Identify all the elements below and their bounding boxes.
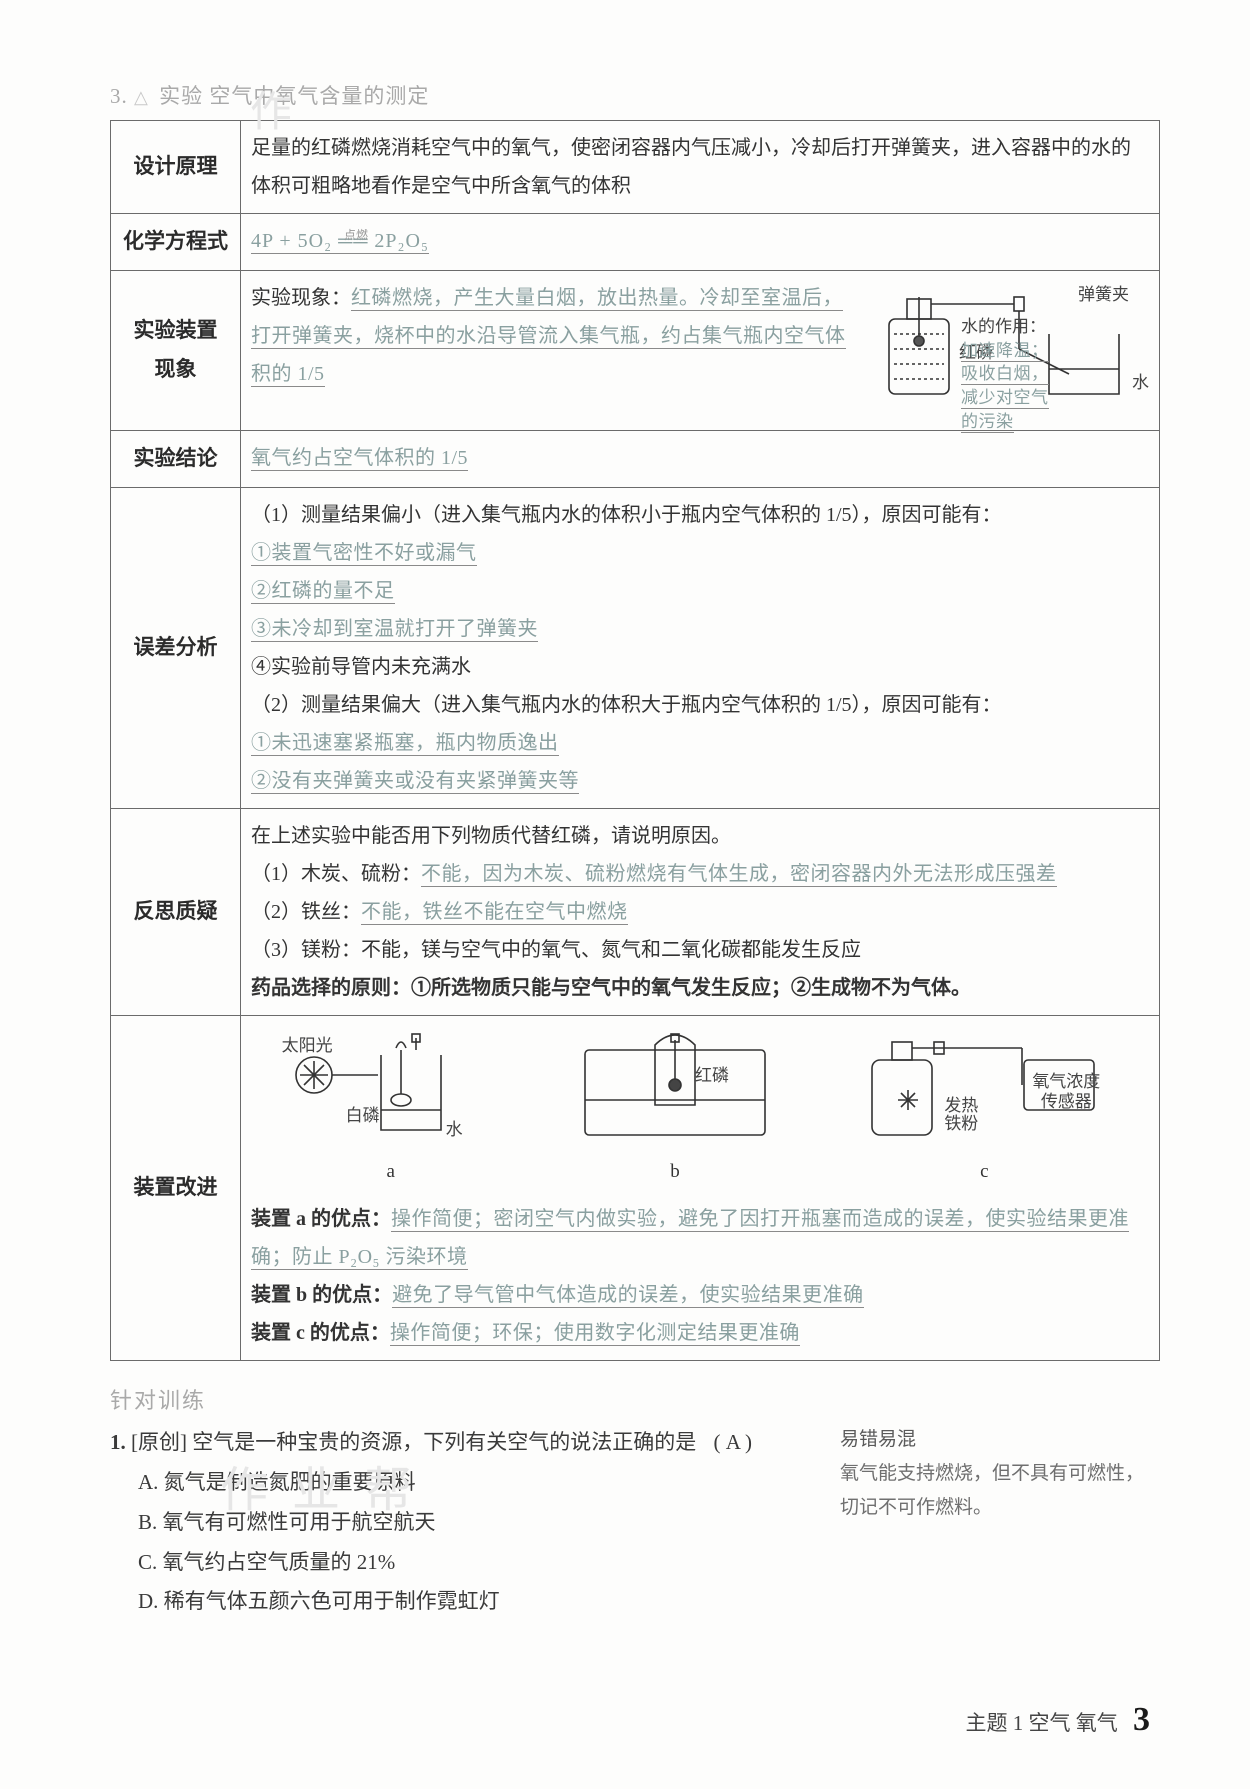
- reflect-lead: 在上述实验中能否用下列物质代替红磷，请说明原因。: [251, 817, 1149, 855]
- error-body: （1）测量结果偏小（进入集气瓶内水的体积小于瓶内空气体积的 1/5），原因可能有…: [241, 487, 1160, 808]
- lbl-sun: 太阳光: [282, 1030, 333, 1062]
- water-role-fill: 加速降温；吸收白烟，减少对空气的污染: [961, 341, 1049, 433]
- err-p2-1: ①未迅速塞紧瓶塞，瓶内物质逸出: [251, 732, 559, 756]
- reflect-body: 在上述实验中能否用下列物质代替红磷，请说明原因。 （1）木炭、硫粉：不能，因为木…: [241, 808, 1160, 1015]
- err-p2-2: ②没有夹弹簧夹或没有夹紧弹簧夹等: [251, 770, 579, 794]
- apparatus-diagram: 弹簧夹 红磷 水 水的作用：加速降温；吸收白烟，减少对空气的污染: [869, 279, 1149, 422]
- err-p1-2: ②红磷的量不足: [251, 580, 395, 604]
- lbl-iron: 铁粉: [944, 1108, 978, 1140]
- experiment-table: 设计原理 足量的红磷燃烧消耗空气中的氧气，使密闭容器内气压减小，冷却后打开弹簧夹…: [110, 120, 1160, 1361]
- row-head-apparatus: 实验装置 现象: [111, 270, 241, 430]
- row-head-equation: 化学方程式: [111, 214, 241, 271]
- device-c: 发热 铁粉 氧气浓度 传感器 c: [854, 1030, 1114, 1190]
- principle-body: 足量的红磷燃烧消耗空气中的氧气，使密闭容器内气压减小，冷却后打开弹簧夹，进入容器…: [241, 121, 1160, 214]
- question-1: 1. [原创] 空气是一种宝贵的资源，下列有关空气的说法正确的是 ( A ) A…: [110, 1423, 1160, 1622]
- row-head-error: 误差分析: [111, 487, 241, 808]
- q1-num: 1.: [110, 1430, 126, 1454]
- device-c-letter: c: [854, 1154, 1114, 1190]
- reflect-i2-fill: 不能，铁丝不能在空气中燃烧: [361, 901, 628, 925]
- adv-c-lead: 装置 c 的优点：: [251, 1322, 390, 1344]
- equation-cond: 点燃: [344, 228, 368, 242]
- water-role-lead: 水的作用：: [961, 317, 1046, 336]
- practice-heading: 针对训练: [110, 1383, 1160, 1415]
- section-label: 实验 空气中氧气含量的测定: [159, 84, 429, 108]
- q1-opt-c: C. 氧气约占空气质量的 21%: [138, 1543, 814, 1583]
- section-heading: 3. △ 实验 空气中氧气含量的测定: [110, 80, 1160, 110]
- label-water: 水: [1132, 367, 1149, 399]
- q1-opt-b: B. 氧气有可燃性可用于航空航天: [138, 1503, 814, 1543]
- lbl-whitep: 白磷: [346, 1100, 380, 1132]
- err-p1-3: ③未冷却到室温就打开了弹簧夹: [251, 618, 538, 642]
- apparatus-body: 实验现象：红磷燃烧，产生大量白烟，放出热量。冷却至室温后，打开弹簧夹，烧杯中的水…: [241, 270, 1160, 430]
- device-b: 红磷 b: [565, 1030, 785, 1190]
- reflect-i2-lead: （2）铁丝：: [251, 901, 361, 923]
- device-a: 太阳光 白磷 水 a: [286, 1030, 496, 1190]
- device-b-letter: b: [565, 1154, 785, 1190]
- conclusion-fill: 氧气约占空气体积的 1/5: [251, 447, 468, 471]
- err-p1-lead: （1）测量结果偏小（进入集气瓶内水的体积小于瓶内空气体积的 1/5），原因可能有…: [251, 496, 1149, 534]
- q1-opt-d: D. 稀有气体五颜六色可用于制作霓虹灯: [138, 1582, 814, 1622]
- tip-head: 易错易混: [840, 1423, 1160, 1457]
- q1-src: [原创]: [131, 1430, 187, 1454]
- lbl-water-a: 水: [446, 1114, 463, 1146]
- err-p1-1: ①装置气密性不好或漏气: [251, 542, 477, 566]
- err-p2-lead: （2）测量结果偏大（进入集气瓶内水的体积大于瓶内空气体积的 1/5），原因可能有…: [251, 686, 1149, 724]
- reflect-i3: （3）镁粉：不能，镁与空气中的氧气、氮气和二氧化碳都能发生反应: [251, 931, 1149, 969]
- equation-body: 4P + 5O₂ ══ 2P₂O₅ 点燃: [241, 214, 1160, 271]
- adv-a-lead: 装置 a 的优点：: [251, 1208, 391, 1230]
- adv-b-fill: 避免了导气管中气体造成的误差，使实验结果更准确: [392, 1284, 864, 1308]
- reflect-i1-lead: （1）木炭、硫粉：: [251, 863, 421, 885]
- flask-icon: △: [134, 87, 149, 108]
- row-head-reflect: 反思质疑: [111, 808, 241, 1015]
- page-number: 3: [1133, 1701, 1150, 1738]
- tip-box: 易错易混 氧气能支持燃烧，但不具有可燃性，切记不可作燃料。: [840, 1423, 1160, 1622]
- row-head-improve: 装置改进: [111, 1015, 241, 1360]
- equation-fill: 4P + 5O₂ ══ 2P₂O₅: [251, 230, 429, 254]
- device-a-letter: a: [286, 1154, 496, 1190]
- q1-opt-a: A. 氮气是制造氮肥的重要原料: [138, 1463, 814, 1503]
- adv-c-fill: 操作简便；环保；使用数字化测定结果更准确: [390, 1322, 800, 1346]
- q1-answer: ( A ): [714, 1430, 753, 1454]
- footer-theme: 主题 1 空气 氧气: [966, 1711, 1118, 1735]
- section-number: 3.: [110, 84, 128, 108]
- label-clip: 弹簧夹: [1078, 279, 1129, 311]
- improve-body: 太阳光 白磷 水 a: [241, 1015, 1160, 1360]
- lbl-sensor: 氧气浓度 传感器: [1032, 1072, 1100, 1113]
- row-head-principle: 设计原理: [111, 121, 241, 214]
- q1-stem: 空气是一种宝贵的资源，下列有关空气的说法正确的是: [192, 1430, 696, 1454]
- conclusion-body: 氧气约占空气体积的 1/5: [241, 430, 1160, 487]
- reflect-rule: 药品选择的原则：①所选物质只能与空气中的氧气发生反应；②生成物不为气体。: [251, 969, 1149, 1007]
- row-head-conclusion: 实验结论: [111, 430, 241, 487]
- page-footer: 主题 1 空气 氧气 3: [966, 1701, 1151, 1739]
- reflect-i1-fill: 不能，因为木炭、硫粉燃烧有气体生成，密闭容器内外无法形成压强差: [421, 863, 1057, 887]
- adv-b-lead: 装置 b 的优点：: [251, 1284, 392, 1306]
- phenom-lead: 实验现象：: [251, 287, 351, 309]
- lbl-redp-b: 红磷: [695, 1060, 729, 1092]
- tip-body: 氧气能支持燃烧，但不具有可燃性，切记不可作燃料。: [840, 1457, 1160, 1525]
- err-p1-4: ④实验前导管内未充满水: [251, 648, 1149, 686]
